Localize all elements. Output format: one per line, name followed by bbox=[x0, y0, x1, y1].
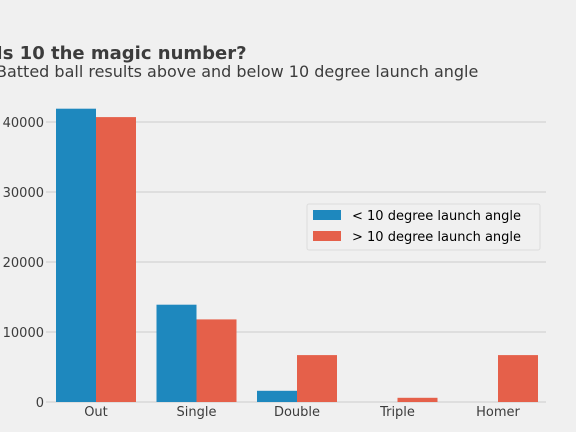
legend-frame bbox=[306, 203, 541, 251]
y-tick-label: 20000 bbox=[3, 256, 44, 271]
bar-single-below-10 bbox=[156, 304, 197, 402]
legend-swatch-above bbox=[313, 231, 341, 241]
x-tick-label: Double bbox=[274, 405, 320, 420]
y-tick-labels: 0 10000 20000 30000 40000 bbox=[3, 116, 44, 411]
bar-double-below-10 bbox=[257, 390, 297, 402]
bars bbox=[56, 108, 538, 402]
legend-swatch-below bbox=[313, 210, 341, 220]
bar-out-above-10 bbox=[96, 117, 136, 402]
x-tick-label: Single bbox=[177, 405, 217, 420]
bar-triple-above-10 bbox=[397, 397, 438, 402]
bar-single-above-10 bbox=[196, 319, 237, 402]
x-tick-label: Out bbox=[84, 405, 108, 420]
y-tick-label: 0 bbox=[36, 396, 44, 411]
legend: < 10 degree launch angle > 10 degree lau… bbox=[306, 203, 541, 251]
y-tick-label: 10000 bbox=[3, 326, 44, 341]
chart-subtitle: Batted ball results above and below 10 d… bbox=[0, 62, 478, 81]
x-tick-label: Triple bbox=[379, 405, 415, 420]
x-tick-labels: Out Single Double Triple Homer bbox=[84, 405, 520, 420]
y-tick-label: 30000 bbox=[3, 186, 44, 201]
chart-title: Is 10 the magic number? bbox=[0, 43, 247, 64]
y-tick-label: 40000 bbox=[3, 116, 44, 131]
bar-double-above-10 bbox=[297, 355, 337, 402]
x-tick-label: Homer bbox=[476, 405, 520, 420]
legend-label-above: > 10 degree launch angle bbox=[352, 230, 521, 245]
bar-homer-above-10 bbox=[498, 355, 538, 402]
bar-out-below-10 bbox=[56, 108, 96, 402]
legend-label-below: < 10 degree launch angle bbox=[352, 209, 521, 224]
